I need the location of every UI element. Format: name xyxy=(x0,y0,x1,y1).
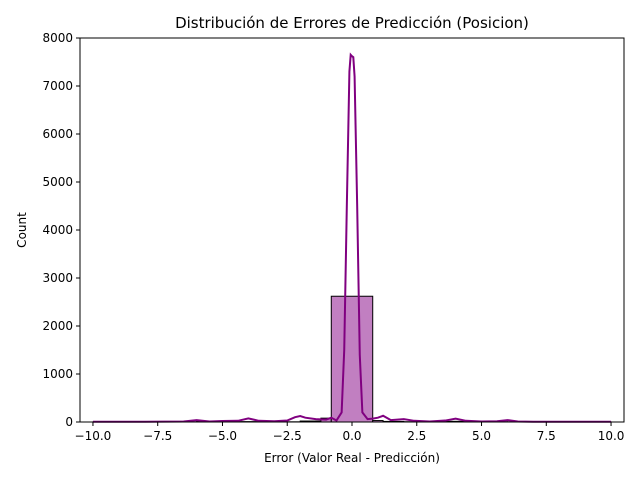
x-tick-label: −7.5 xyxy=(143,429,172,443)
chart-title: Distribución de Errores de Predicción (P… xyxy=(175,14,529,32)
x-tick-label: 0.0 xyxy=(342,429,361,443)
y-tick-label: 0 xyxy=(65,415,73,429)
y-tick-label: 8000 xyxy=(42,31,73,45)
y-tick-label: 4000 xyxy=(42,223,73,237)
y-tick-label: 7000 xyxy=(42,79,73,93)
x-tick-label: −2.5 xyxy=(273,429,302,443)
y-tick-label: 5000 xyxy=(42,175,73,189)
x-tick-label: 5.0 xyxy=(472,429,491,443)
x-tick-label: −5.0 xyxy=(208,429,237,443)
y-tick-label: 3000 xyxy=(42,271,73,285)
y-tick-label: 6000 xyxy=(42,127,73,141)
x-tick-label: −10.0 xyxy=(75,429,112,443)
x-tick-label: 2.5 xyxy=(407,429,426,443)
x-tick-label: 10.0 xyxy=(598,429,625,443)
y-axis-label: Count xyxy=(15,212,29,248)
y-tick-label: 2000 xyxy=(42,319,73,333)
histogram-bars xyxy=(92,295,612,423)
x-axis-ticks: −10.0 −7.5 −5.0 −2.5 0.0 2.5 5.0 7.5 10.0 xyxy=(75,422,625,443)
x-axis-label: Error (Valor Real - Predicción) xyxy=(264,451,440,465)
plot-area xyxy=(92,52,612,423)
y-tick-label: 1000 xyxy=(42,367,73,381)
y-axis-ticks: 0 1000 2000 3000 4000 5000 6000 7000 8000 xyxy=(42,31,80,429)
histogram-bar xyxy=(330,295,374,423)
kde-curve xyxy=(92,52,612,423)
x-tick-label: 7.5 xyxy=(537,429,556,443)
